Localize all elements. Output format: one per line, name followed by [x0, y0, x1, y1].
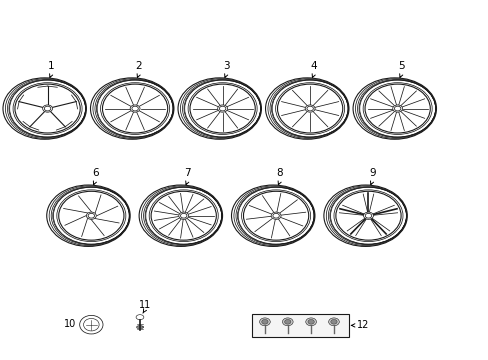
Text: 3: 3: [223, 61, 229, 71]
Text: 12: 12: [356, 320, 368, 330]
Ellipse shape: [307, 319, 314, 324]
Ellipse shape: [179, 212, 188, 219]
Ellipse shape: [217, 105, 227, 112]
Text: 4: 4: [310, 61, 317, 71]
Text: 8: 8: [276, 168, 283, 178]
Bar: [251, 314, 348, 337]
Text: 5: 5: [397, 61, 404, 71]
Text: 10: 10: [63, 319, 76, 329]
Ellipse shape: [130, 105, 140, 112]
Ellipse shape: [136, 325, 143, 329]
Ellipse shape: [392, 105, 402, 112]
Text: 6: 6: [92, 168, 98, 178]
Ellipse shape: [305, 105, 314, 112]
Ellipse shape: [330, 319, 336, 324]
Ellipse shape: [284, 319, 290, 324]
Ellipse shape: [328, 318, 339, 326]
Text: 11: 11: [139, 300, 151, 310]
Ellipse shape: [80, 315, 103, 334]
Ellipse shape: [282, 318, 292, 326]
Ellipse shape: [86, 212, 96, 219]
Text: 7: 7: [184, 168, 190, 178]
Ellipse shape: [305, 318, 316, 326]
Ellipse shape: [271, 212, 281, 219]
Text: 1: 1: [48, 61, 55, 71]
Ellipse shape: [363, 212, 373, 219]
Ellipse shape: [261, 319, 267, 324]
Text: 2: 2: [135, 61, 142, 71]
Ellipse shape: [259, 318, 270, 326]
Text: 9: 9: [368, 168, 375, 178]
Ellipse shape: [42, 105, 52, 112]
Ellipse shape: [136, 315, 143, 320]
